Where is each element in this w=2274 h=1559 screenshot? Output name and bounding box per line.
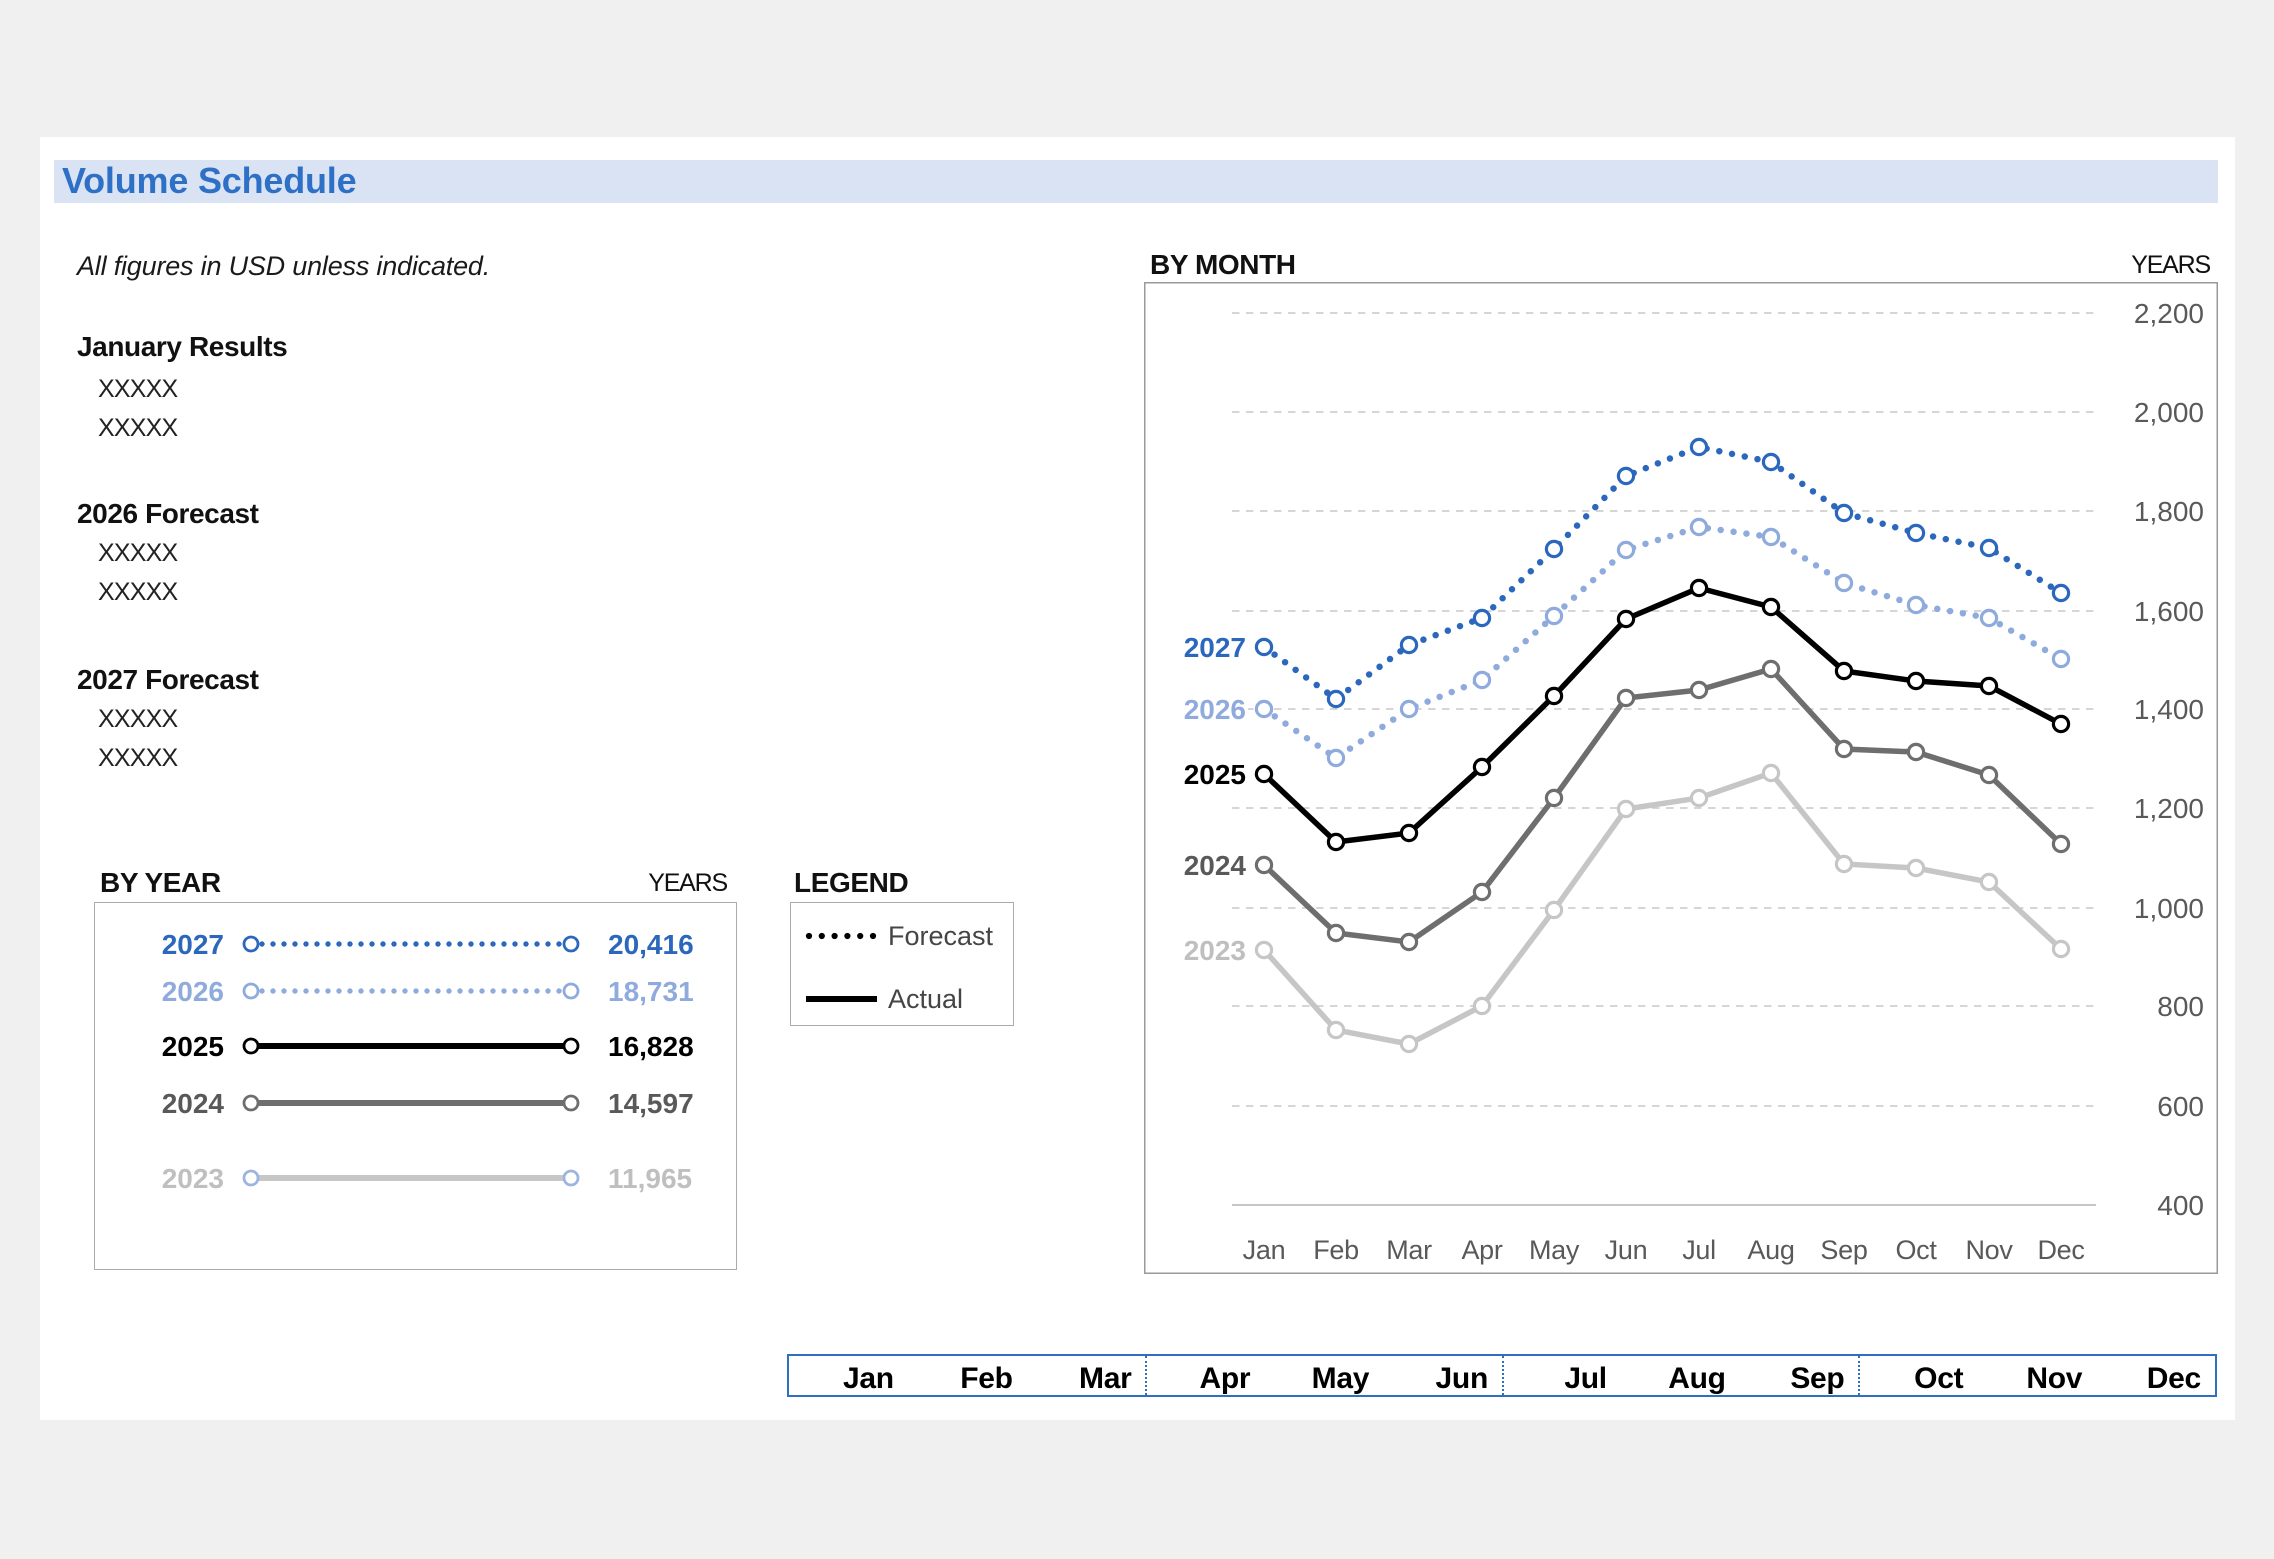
- svg-text:Jul: Jul: [1682, 1235, 1716, 1265]
- svg-text:2026: 2026: [162, 976, 224, 1007]
- svg-text:Oct: Oct: [1895, 1235, 1937, 1265]
- svg-text:2,000: 2,000: [2134, 397, 2204, 428]
- svg-text:Forecast: Forecast: [888, 921, 994, 951]
- svg-text:600: 600: [2157, 1091, 2204, 1122]
- svg-text:Jun: Jun: [1605, 1235, 1648, 1265]
- svg-text:1,200: 1,200: [2134, 793, 2204, 824]
- svg-text:Dec: Dec: [2037, 1235, 2084, 1265]
- svg-text:1,800: 1,800: [2134, 496, 2204, 527]
- svg-text:2023: 2023: [1184, 935, 1246, 966]
- svg-text:Mar: Mar: [1386, 1235, 1432, 1265]
- svg-text:1,600: 1,600: [2134, 596, 2204, 627]
- svg-text:Feb: Feb: [1313, 1235, 1359, 1265]
- svg-text:11,965: 11,965: [608, 1163, 692, 1194]
- svg-text:1,000: 1,000: [2134, 893, 2204, 924]
- svg-text:16,828: 16,828: [608, 1031, 694, 1062]
- svg-text:Jan: Jan: [1243, 1235, 1286, 1265]
- svg-text:2026: 2026: [1184, 694, 1246, 725]
- svg-text:May: May: [1529, 1235, 1580, 1265]
- svg-text:2025: 2025: [1184, 759, 1246, 790]
- svg-text:2024: 2024: [162, 1088, 225, 1119]
- svg-text:800: 800: [2157, 991, 2204, 1022]
- svg-text:Aug: Aug: [1747, 1235, 1794, 1265]
- svg-text:1,400: 1,400: [2134, 694, 2204, 725]
- svg-text:2024: 2024: [1184, 850, 1247, 881]
- svg-text:Apr: Apr: [1461, 1235, 1502, 1265]
- svg-text:Sep: Sep: [1820, 1235, 1867, 1265]
- svg-text:2025: 2025: [162, 1031, 224, 1062]
- svg-text:18,731: 18,731: [608, 976, 694, 1007]
- svg-text:Actual: Actual: [888, 984, 963, 1014]
- svg-text:2023: 2023: [162, 1163, 224, 1194]
- svg-text:2027: 2027: [162, 929, 224, 960]
- svg-text:400: 400: [2157, 1190, 2204, 1221]
- svg-text:2027: 2027: [1184, 632, 1246, 663]
- svg-text:20,416: 20,416: [608, 929, 694, 960]
- svg-text:2,200: 2,200: [2134, 298, 2204, 329]
- svg-text:14,597: 14,597: [608, 1088, 694, 1119]
- svg-text:Nov: Nov: [1965, 1235, 2013, 1265]
